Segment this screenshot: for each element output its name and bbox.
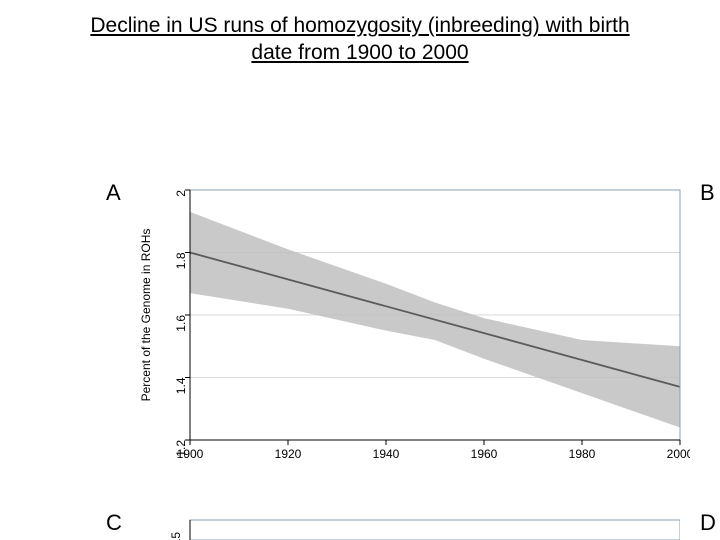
svg-text:1.8: 1.8	[174, 252, 188, 269]
svg-text:1940: 1940	[373, 447, 400, 461]
svg-text:1.6: 1.6	[174, 315, 188, 332]
svg-text:2000: 2000	[667, 447, 690, 461]
panel-label-A: A	[106, 180, 121, 206]
svg-text:Percent of the Genome in ROHs: Percent of the Genome in ROHs	[139, 229, 153, 402]
slide-title: Decline in US runs of homozygosity (inbr…	[0, 12, 720, 67]
panel-label-C: C	[106, 510, 122, 536]
svg-text:1.4: 1.4	[174, 377, 188, 394]
panel-label-D: D	[700, 510, 716, 536]
panel-c-axis-fragment: 015	[150, 500, 680, 540]
title-line1: Decline in US runs of homozygosity (inbr…	[90, 14, 629, 37]
svg-text:2: 2	[174, 190, 188, 197]
title-line2: date from 1900 to 2000	[251, 41, 468, 64]
svg-text:1960: 1960	[471, 447, 498, 461]
svg-text:015: 015	[169, 532, 183, 540]
svg-text:1920: 1920	[275, 447, 302, 461]
roh-chart: 1900192019401960198020001.21.41.61.82Per…	[130, 180, 690, 470]
svg-text:1.2: 1.2	[174, 440, 188, 457]
svg-text:1980: 1980	[569, 447, 596, 461]
panel-label-B: B	[700, 180, 715, 206]
